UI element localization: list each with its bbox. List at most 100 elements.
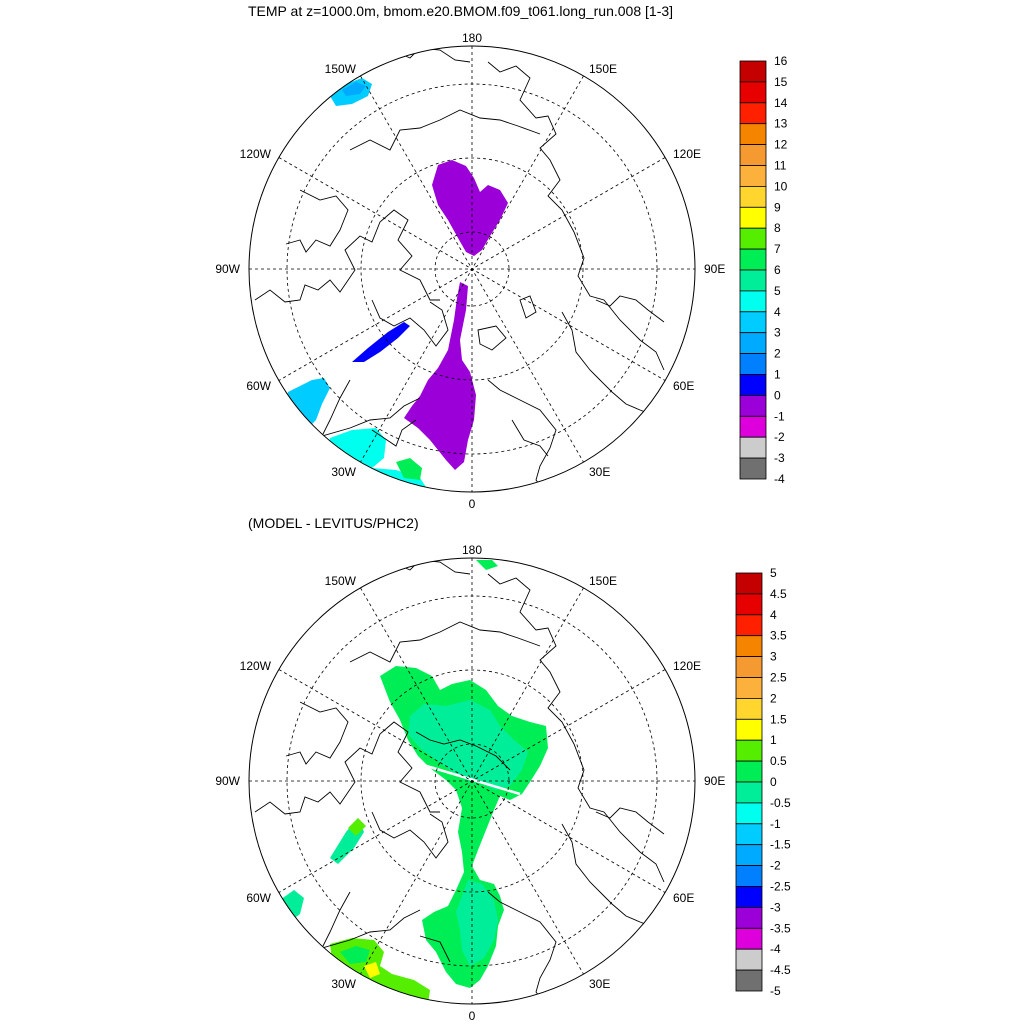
top-lon-label: 60W bbox=[246, 379, 271, 393]
top-colorbar-swatch bbox=[739, 374, 767, 396]
top-lon-label: 120E bbox=[673, 147, 701, 161]
top-map-border bbox=[248, 45, 696, 493]
top-colorbar-label: 7 bbox=[774, 242, 781, 256]
bottom-colorbar-label: -3 bbox=[770, 900, 781, 914]
bottom-region-arctic-basin-inner bbox=[408, 700, 528, 790]
top-colorbar-label: 16 bbox=[774, 54, 788, 68]
bottom-colorbar-swatch bbox=[735, 635, 763, 658]
bottom-colorbar-swatch bbox=[735, 760, 763, 783]
bottom-lon-label: 90W bbox=[215, 774, 240, 788]
bottom-colorbar-label: -4.5 bbox=[770, 963, 791, 977]
top-panel-title: TEMP at z=1000.0m, bmom.e20.BMOM.f09_t06… bbox=[248, 3, 673, 19]
bottom-colorbar-label: 0 bbox=[770, 775, 777, 789]
top-region-fram-strait bbox=[404, 282, 476, 470]
top-colorbar-swatch bbox=[739, 290, 767, 313]
bottom-region-north-atlantic bbox=[330, 938, 430, 1004]
bottom-colorbar-label: -2.5 bbox=[770, 880, 791, 894]
bottom-colorbar-swatch bbox=[735, 907, 763, 929]
top-colorbar-label: 6 bbox=[774, 263, 781, 277]
bottom-lon-label: 60W bbox=[246, 891, 271, 905]
bottom-lon-label: 30W bbox=[331, 977, 356, 991]
top-colorbar-label: 0 bbox=[774, 388, 781, 402]
bottom-colorbar-swatch bbox=[735, 698, 763, 720]
bottom-colorbar-label: 0.5 bbox=[770, 754, 787, 768]
bottom-colorbar-swatch bbox=[735, 927, 763, 950]
bottom-colorbar-label: 3.5 bbox=[770, 629, 787, 643]
bottom-colorbar-label: -2 bbox=[770, 859, 781, 873]
top-colorbar-label: 2 bbox=[774, 347, 781, 361]
bottom-lon-labels: 180 150E 120E 90E 60E 30E 0 30W 60W 90W … bbox=[215, 543, 725, 1023]
top-colorbar-swatch bbox=[739, 185, 767, 208]
bottom-lon-label: 180 bbox=[462, 543, 482, 557]
top-lon-label: 30W bbox=[331, 465, 356, 479]
top-colorbar-label: 4 bbox=[774, 305, 781, 319]
top-colorbar-label: -4 bbox=[774, 472, 785, 486]
bottom-region-greenland-sea bbox=[456, 880, 498, 966]
top-colorbar-label: 15 bbox=[774, 75, 788, 89]
top-colorbar-swatch bbox=[739, 60, 767, 83]
top-colorbar-label: 1 bbox=[774, 368, 781, 382]
top-lon-labels: 180 150E 120E 90E 60E 30E 0 30W 60W 90W … bbox=[215, 31, 725, 511]
bottom-colorbar-label: 4.5 bbox=[770, 587, 787, 601]
top-colorbar-label: 5 bbox=[774, 284, 781, 298]
bottom-colorbar-swatch bbox=[735, 677, 763, 699]
bottom-region-labrador-sea bbox=[280, 890, 304, 920]
bottom-colorbar-swatch bbox=[735, 886, 763, 908]
top-colorbar-swatch bbox=[739, 165, 767, 187]
top-colorbar-swatch bbox=[739, 457, 767, 480]
bottom-colorbar-swatch bbox=[735, 781, 763, 804]
top-lon-label: 60E bbox=[673, 379, 694, 393]
top-panel: TEMP at z=1000.0m, bmom.e20.BMOM.f09_t06… bbox=[215, 3, 787, 511]
bottom-colorbar-label: -1.5 bbox=[770, 838, 791, 852]
bottom-colorbar: 5 4.5 4 3.5 3 2.5 2 1.5 1 0.5 0 -0.5 -1 -1.5 -2 -2.5 -3 -… bbox=[735, 566, 791, 998]
top-colorbar-swatch bbox=[739, 123, 767, 145]
bottom-colorbar-label: -3.5 bbox=[770, 921, 791, 935]
top-graticule bbox=[249, 46, 695, 492]
bottom-lon-label: 120E bbox=[673, 659, 701, 673]
top-colorbar-swatch bbox=[739, 144, 767, 166]
bottom-colorbar-label: 5 bbox=[770, 566, 777, 580]
bottom-colorbar-label: -4 bbox=[770, 942, 781, 956]
top-lon-label: 90E bbox=[704, 262, 725, 276]
bottom-colorbar-swatch bbox=[735, 865, 763, 887]
top-region-norwegian-sea-edge bbox=[396, 458, 422, 480]
bottom-colorbar-label: 1.5 bbox=[770, 712, 787, 726]
top-colorbar-swatch bbox=[739, 102, 767, 125]
top-colorbar-label: -2 bbox=[774, 430, 785, 444]
bottom-lon-label: 60E bbox=[673, 891, 694, 905]
top-colorbar-swatch bbox=[739, 269, 767, 292]
top-region-baffin-bay bbox=[352, 322, 410, 362]
bottom-graticule bbox=[249, 558, 695, 1004]
top-colorbar-label: 11 bbox=[774, 159, 787, 173]
top-colorbar-swatch bbox=[739, 81, 767, 104]
bottom-coastlines bbox=[254, 559, 665, 1004]
bottom-lon-label: 150E bbox=[589, 574, 617, 588]
bottom-lon-label: 30E bbox=[589, 977, 610, 991]
bottom-colorbar-swatch bbox=[735, 593, 763, 616]
top-colorbar-swatch bbox=[739, 394, 767, 417]
top-colorbar-label: 14 bbox=[774, 96, 788, 110]
bottom-colorbar-label: 1 bbox=[770, 733, 777, 747]
top-lon-label: 150E bbox=[589, 62, 617, 76]
bottom-lon-label: 120W bbox=[240, 659, 272, 673]
top-lon-label: 0 bbox=[469, 497, 476, 511]
bottom-colorbar-swatch bbox=[735, 844, 763, 867]
bottom-colorbar-label: -1 bbox=[770, 817, 781, 831]
top-region-labrador-sea bbox=[284, 378, 330, 430]
top-colorbar-label: 13 bbox=[774, 117, 788, 131]
top-lon-label: 150W bbox=[325, 62, 357, 76]
top-map bbox=[254, 47, 665, 492]
top-colorbar-label: 9 bbox=[774, 200, 781, 214]
bottom-colorbar-swatch bbox=[735, 718, 763, 741]
bottom-colorbar-label: 2.5 bbox=[770, 671, 787, 685]
bottom-region-baffin-edge bbox=[348, 818, 366, 836]
bottom-colorbar-label: -5 bbox=[770, 984, 781, 998]
bottom-colorbar-swatch bbox=[735, 948, 763, 971]
bottom-region-north-atlantic-warm bbox=[364, 962, 380, 978]
top-colorbar-label: -1 bbox=[774, 409, 785, 423]
bottom-colorbar-swatch bbox=[735, 802, 763, 825]
bottom-panel: (MODEL - LEVITUS/PHC2) bbox=[215, 515, 791, 1023]
top-colorbar-swatch bbox=[739, 248, 767, 271]
